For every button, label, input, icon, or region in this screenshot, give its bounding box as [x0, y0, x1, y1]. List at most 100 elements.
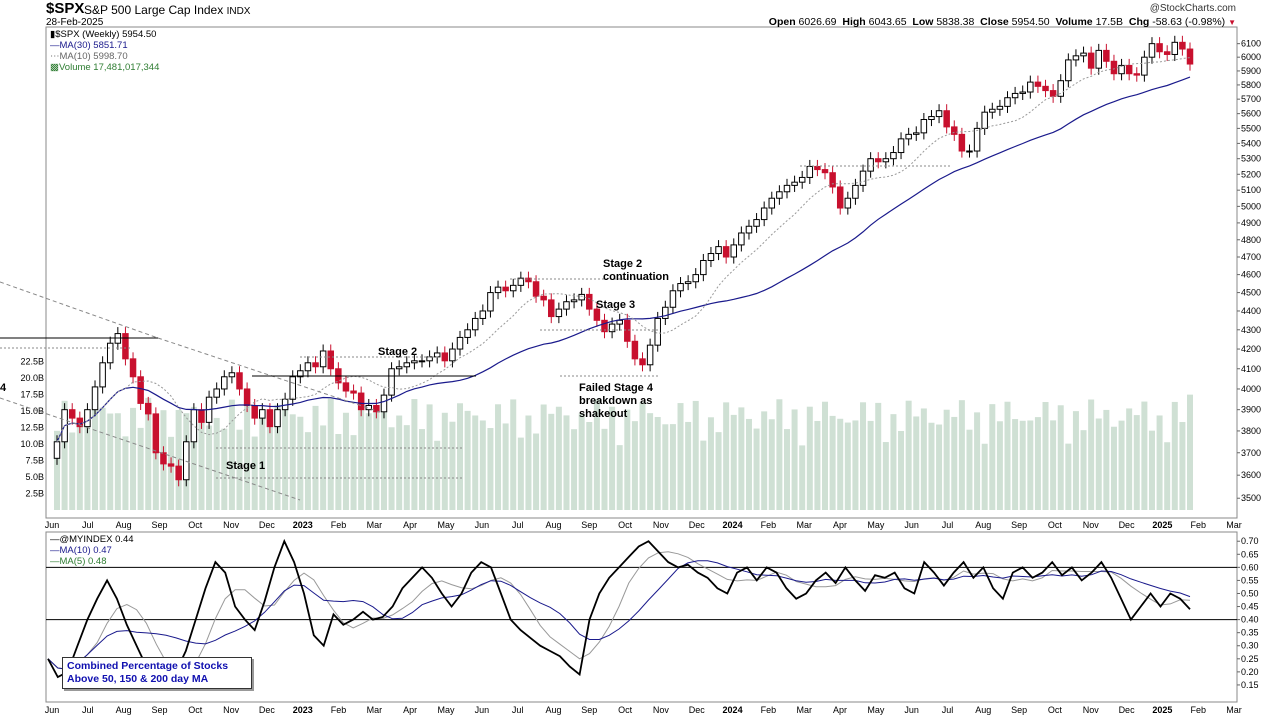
candle-body — [1095, 49, 1103, 69]
candle-body — [662, 306, 669, 319]
candle-body — [768, 197, 776, 209]
price-x-label: Oct — [1048, 520, 1063, 530]
volume-bar — [913, 416, 920, 510]
volume-tick-label: 5.0B — [25, 472, 44, 482]
candle-body — [183, 441, 190, 481]
candle-body — [1163, 51, 1171, 55]
indicator-x-label: May — [867, 705, 885, 715]
price-tick-label: 4600 — [1241, 270, 1261, 280]
price-x-label: Sep — [581, 520, 597, 530]
indicator-x-label: 2025 — [1152, 705, 1172, 715]
volume-tick-label: 17.5B — [20, 390, 44, 400]
myindex-line — [47, 538, 1191, 689]
volume-bar — [867, 420, 874, 510]
volume-bar — [373, 406, 380, 510]
candle-body — [1156, 43, 1163, 53]
candle-body — [418, 360, 426, 363]
price-tick-label: 4800 — [1241, 235, 1261, 245]
price-tick-label: 3900 — [1241, 405, 1261, 415]
volume-bar — [616, 445, 623, 510]
volume-tick-label: 10.0B — [20, 439, 44, 449]
indicator-x-label: Jun — [475, 705, 490, 715]
volume-bar — [745, 418, 752, 510]
candle-body — [471, 317, 479, 331]
price-x-label: Oct — [188, 520, 203, 530]
open-value: 6026.69 — [798, 16, 837, 28]
candle-body — [167, 463, 175, 467]
indicator-x-label: Sep — [1011, 705, 1027, 715]
volume-bar — [875, 402, 882, 510]
price-tick-label: 3700 — [1241, 448, 1261, 458]
candle-body — [1011, 92, 1019, 99]
price-x-label: Feb — [761, 520, 777, 530]
price-x-label: Apr — [833, 520, 847, 530]
candle-body — [259, 409, 266, 419]
indicator-x-label: Apr — [403, 705, 417, 715]
volume-bar — [1034, 417, 1041, 510]
candle-body — [1118, 64, 1125, 75]
price-x-label: Jul — [942, 520, 954, 530]
volume-tick-label: 22.5B — [20, 357, 44, 367]
indicator-x-label: Dec — [689, 705, 706, 715]
volume-bar — [936, 424, 943, 510]
price-tick-label: 3500 — [1241, 493, 1261, 503]
volume-bar — [966, 429, 973, 510]
candle-body — [1125, 64, 1133, 75]
candle-body — [304, 362, 312, 372]
volume-bar — [1088, 399, 1095, 510]
volume-bar — [920, 408, 927, 510]
volume-bar — [898, 430, 905, 510]
volume-bar — [829, 415, 836, 510]
price-tick-label: 5200 — [1241, 169, 1261, 179]
candle-body — [357, 392, 365, 411]
volume-bar — [738, 407, 745, 510]
volume-bar — [403, 425, 410, 510]
candle-body — [608, 323, 616, 333]
indicator-tick-label: 0.15 — [1241, 680, 1259, 690]
downtrend-line — [0, 281, 159, 339]
volume-bar — [320, 425, 327, 510]
volume-bar — [639, 402, 646, 510]
volume-bar — [274, 404, 281, 510]
candle-body — [342, 382, 350, 392]
candle-body — [144, 402, 152, 415]
indicator-x-label: Feb — [1190, 705, 1206, 715]
volume-bar — [761, 411, 768, 510]
candle-body — [1110, 60, 1118, 75]
volume-bar — [533, 433, 540, 510]
lower-channel-line — [0, 397, 301, 501]
candle-body — [753, 219, 760, 227]
candle-body — [1057, 80, 1064, 97]
volume-bar — [1164, 442, 1171, 510]
volume-bar — [943, 409, 950, 510]
price-tick-label: 4400 — [1241, 306, 1261, 316]
volume-bar — [244, 402, 251, 510]
volume-bar — [365, 413, 372, 510]
candle-body — [289, 376, 296, 400]
candle-body — [487, 292, 494, 312]
volume-bar — [236, 429, 243, 510]
volume-bar — [434, 440, 441, 510]
price-panel-frame — [45, 26, 1238, 519]
candle-body — [380, 394, 388, 413]
candle-body — [517, 277, 525, 286]
price-x-label: Dec — [1119, 520, 1136, 530]
volume-bar — [396, 415, 403, 510]
indicator-x-label: Oct — [188, 705, 203, 715]
candle-body — [677, 283, 684, 292]
volume-label: Volume — [1055, 16, 1093, 28]
price-x-label: Jul — [512, 520, 524, 530]
price-tick-label: 6000 — [1241, 52, 1261, 62]
volume-bar — [700, 440, 707, 510]
candle-body — [540, 295, 547, 301]
volume-bar — [905, 400, 912, 510]
volume-bar — [350, 435, 357, 510]
indicator-x-label: Feb — [761, 705, 777, 715]
annotation-stage3: Stage 3 — [596, 299, 635, 311]
price-x-label: Sep — [1011, 520, 1027, 530]
indicator-x-label: Nov — [653, 705, 670, 715]
indicator-x-label: Jun — [45, 705, 60, 715]
volume-bar — [479, 420, 486, 510]
